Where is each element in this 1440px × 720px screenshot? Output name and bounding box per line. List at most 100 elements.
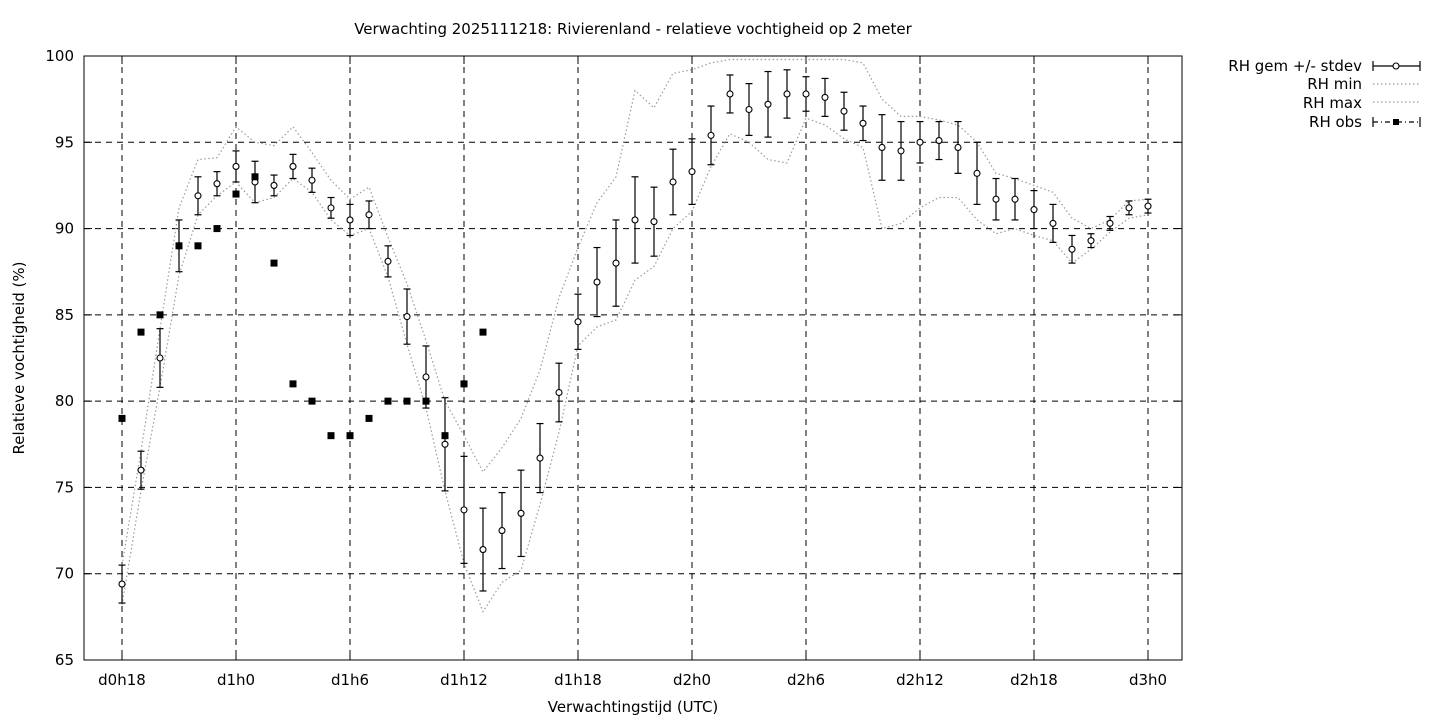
mean-point: [346, 216, 354, 224]
mean-errorbar: [916, 120, 924, 164]
x-tick-label: d1h18: [554, 671, 602, 689]
obs-point: [289, 380, 297, 388]
obs-point: [308, 397, 316, 405]
obs-point: [441, 432, 449, 440]
mean-errorbar: [1030, 190, 1038, 230]
x-tick-label: d3h0: [1129, 671, 1167, 689]
mean-point: [137, 466, 145, 474]
mean-errorbar: [555, 362, 563, 423]
mean-point: [916, 138, 924, 146]
obs-point: [175, 242, 183, 250]
mean-point: [707, 131, 715, 139]
x-tick-label: d1h6: [331, 671, 369, 689]
y-tick-label: 70: [55, 565, 74, 583]
x-tick-label: d2h0: [673, 671, 711, 689]
obs-point: [156, 311, 164, 319]
mean-errorbar: [517, 469, 525, 558]
mean-errorbar: [137, 450, 145, 490]
obs-point: [365, 414, 373, 422]
mean-errorbar: [403, 288, 411, 345]
mean-point: [1030, 206, 1038, 214]
mean-point: [1011, 195, 1019, 203]
legend-label-min: RH min: [1307, 75, 1362, 93]
mean-point: [536, 454, 544, 462]
mean-errorbar: [232, 150, 240, 183]
x-tick-label: d2h6: [787, 671, 825, 689]
mean-point: [1087, 237, 1095, 245]
mean-point: [973, 169, 981, 177]
mean-point: [517, 509, 525, 517]
mean-point: [213, 180, 221, 188]
mean-errorbar: [726, 74, 734, 114]
mean-errorbar: [346, 203, 354, 237]
legend-entry-min: RH min: [1307, 75, 1420, 93]
mean-errorbar: [745, 83, 753, 136]
mean-point: [821, 93, 829, 101]
mean-point: [631, 216, 639, 224]
y-tick-label: 65: [55, 651, 74, 669]
mean-point: [384, 257, 392, 265]
legend-label-max: RH max: [1303, 94, 1362, 112]
mean-errorbar: [1087, 233, 1095, 249]
mean-errorbar: [707, 105, 715, 166]
mean-point: [1068, 245, 1076, 253]
mean-errorbar: [973, 141, 981, 206]
mean-errorbar: [631, 176, 639, 264]
mean-errorbar: [308, 167, 316, 193]
mean-errorbar: [935, 120, 943, 161]
y-tick-label: 100: [45, 47, 74, 65]
x-tick-label: d2h12: [896, 671, 944, 689]
mean-errorbar: [1049, 203, 1057, 243]
rh-obs-points: [118, 173, 487, 440]
x-tick-label: d0h18: [98, 671, 146, 689]
x-tick-label: d1h0: [217, 671, 255, 689]
mean-errorbar: [669, 148, 677, 216]
mean-errorbar: [574, 293, 582, 350]
legend: RH gem +/- stdev RH min RH max RH obs: [1228, 57, 1421, 131]
obs-point: [460, 380, 468, 388]
mean-errorbar: [460, 455, 468, 564]
mean-errorbar: [859, 105, 867, 142]
mean-errorbar: [270, 174, 278, 197]
mean-point: [688, 168, 696, 176]
obs-point: [403, 397, 411, 405]
legend-label-mean: RH gem +/- stdev: [1228, 57, 1362, 75]
mean-point: [745, 105, 753, 114]
grid-lines: [84, 56, 1182, 660]
mean-point: [479, 546, 487, 554]
mean-errorbar: [821, 77, 829, 118]
mean-point: [574, 318, 582, 326]
obs-point: [479, 328, 487, 336]
mean-point: [859, 119, 867, 127]
obs-point: [422, 397, 430, 405]
obs-point: [232, 190, 240, 198]
mean-point: [612, 259, 620, 267]
obs-point: [194, 242, 202, 250]
y-tick-label: 75: [55, 478, 74, 496]
mean-point: [403, 313, 411, 321]
mean-point: [669, 178, 677, 186]
mean-point: [1106, 219, 1114, 227]
mean-point: [897, 147, 905, 155]
obs-point: [346, 432, 354, 440]
mean-errorbar: [764, 70, 772, 138]
mean-errorbar: [840, 91, 848, 131]
mean-errorbar: [878, 114, 886, 181]
mean-point: [954, 143, 962, 152]
mean-point: [270, 181, 278, 189]
mean-errorbar: [802, 76, 810, 112]
mean-errorbar: [498, 492, 506, 570]
mean-errorbar: [1068, 234, 1076, 264]
y-axis-label: Relatieve vochtigheid (%): [10, 261, 28, 454]
mean-point: [840, 107, 848, 115]
mean-errorbar: [954, 120, 962, 174]
mean-errorbar: [289, 153, 297, 180]
mean-point: [593, 278, 601, 286]
legend-entry-obs: RH obs: [1309, 113, 1421, 131]
legend-entry-mean: RH gem +/- stdev: [1228, 57, 1421, 75]
plot-frame: [83, 55, 1183, 661]
x-tick-label: d1h12: [440, 671, 488, 689]
mean-errorbar: [1106, 215, 1114, 231]
mean-errorbar: [650, 186, 658, 257]
obs-point: [251, 173, 259, 181]
